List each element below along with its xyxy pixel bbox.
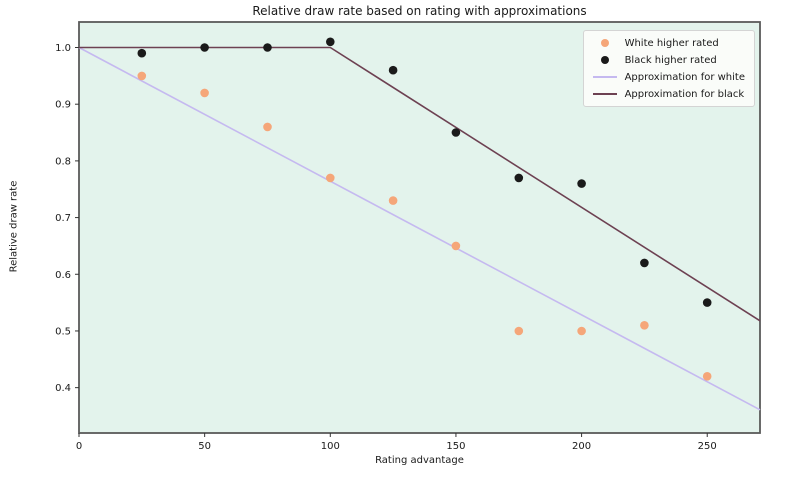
- black-line-swatch-icon: [592, 93, 618, 95]
- scatter-point-black: [263, 43, 272, 52]
- legend-item-approximation-black: Approximation for black: [592, 87, 745, 101]
- y-tick-label: 1.0: [55, 43, 71, 54]
- y-tick-label: 0.4: [55, 383, 71, 394]
- x-tick-label: 200: [572, 441, 591, 452]
- white-line-swatch-icon: [592, 76, 618, 78]
- scatter-point-black: [388, 65, 398, 75]
- legend-label: Approximation for black: [624, 88, 745, 100]
- y-tick-label: 0.9: [55, 100, 71, 111]
- x-tick-label: 0: [76, 441, 82, 452]
- chart-title: Relative draw rate based on rating with …: [252, 4, 587, 18]
- black-marker-swatch-icon: [592, 56, 618, 64]
- legend: White higher rated Black higher rated Ap…: [582, 30, 755, 107]
- legend-label: White higher rated: [624, 37, 719, 49]
- x-tick-label: 250: [698, 441, 717, 452]
- y-tick-label: 0.7: [55, 213, 71, 224]
- white-marker-swatch-icon: [592, 39, 618, 47]
- scatter-point-black: [451, 128, 461, 137]
- scatter-point-black: [702, 298, 712, 307]
- approx-line-black: [79, 46, 761, 322]
- scatter-point-white: [388, 196, 398, 205]
- scatter-point-black: [577, 179, 586, 188]
- legend-item-black-higher-rated: Black higher rated: [592, 53, 745, 67]
- scatter-point-black: [137, 48, 147, 58]
- approx-line-white: [78, 46, 761, 411]
- legend-label: Black higher rated: [624, 54, 717, 66]
- scatter-point-black: [514, 173, 524, 183]
- x-tick-label: 100: [321, 441, 340, 452]
- scatter-point-black: [326, 37, 335, 47]
- scatter-point-black: [640, 258, 649, 268]
- scatter-point-white: [514, 326, 524, 336]
- scatter-point-white: [200, 88, 209, 98]
- scatter-point-white: [702, 372, 712, 381]
- scatter-point-white: [640, 321, 649, 330]
- scatter-point-white: [577, 326, 586, 336]
- legend-label: Approximation for white: [624, 71, 745, 83]
- legend-item-approximation-white: Approximation for white: [592, 70, 745, 84]
- scatter-point-white: [137, 71, 147, 81]
- x-axis-label: Rating advantage: [375, 455, 464, 466]
- legend-item-white-higher-rated: White higher rated: [592, 36, 745, 50]
- y-tick-label: 0.5: [55, 326, 71, 337]
- scatter-point-white: [326, 173, 335, 183]
- y-tick-label: 0.8: [55, 156, 71, 167]
- scatter-point-black: [200, 43, 209, 52]
- y-axis-label: Relative draw rate: [8, 180, 20, 273]
- scatter-point-white: [263, 122, 272, 132]
- x-tick-label: 150: [446, 441, 465, 452]
- x-tick-label: 50: [198, 441, 211, 452]
- scatter-point-white: [451, 241, 461, 251]
- y-tick-label: 0.6: [55, 270, 71, 281]
